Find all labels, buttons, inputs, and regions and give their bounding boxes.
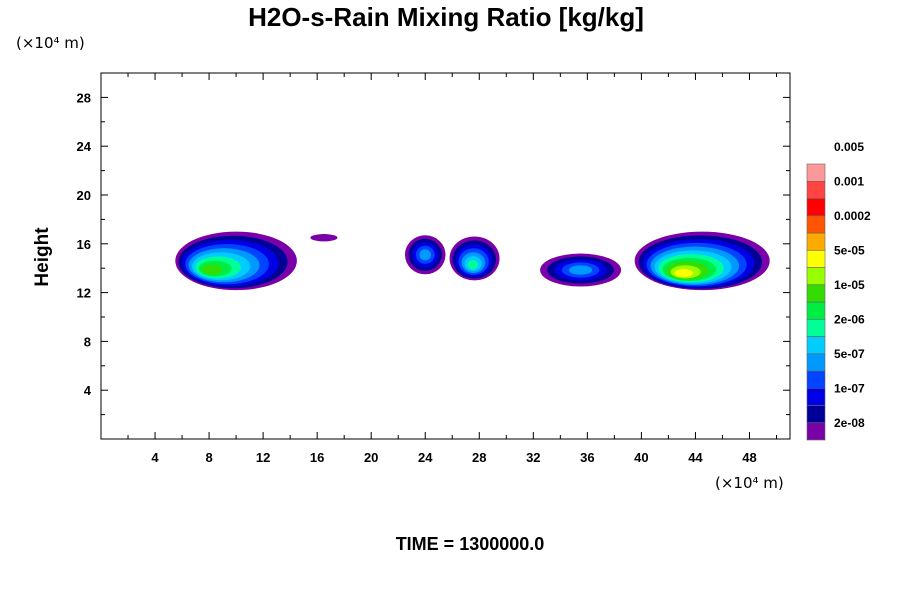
colorbar-swatch — [806, 163, 826, 182]
rain-cells — [175, 231, 770, 291]
colorbar-swatch — [806, 267, 826, 286]
rain-cell-2 — [310, 234, 338, 242]
rain-cell-4 — [467, 260, 479, 270]
x-tick-label: 12 — [256, 450, 270, 465]
x-tick-label: 40 — [634, 450, 648, 465]
y-tick-label: 20 — [77, 188, 91, 203]
rain-cell-5 — [569, 265, 593, 275]
colorbar-swatch — [806, 422, 826, 441]
colorbar: 2e-08 1e-07 5e-07 2e-06 1e-05 5e-05 0.0002 0.00… — [806, 140, 871, 441]
rain-cell-1 — [201, 264, 223, 275]
x-tick-label: 32 — [526, 450, 540, 465]
y-tick-label: 16 — [77, 237, 91, 252]
y-tick-label: 12 — [77, 286, 91, 301]
y-tick-label: 8 — [84, 334, 91, 349]
x-tick-label: 8 — [205, 450, 212, 465]
colorbar-swatch — [806, 405, 826, 424]
colorbar-label: 0.001 — [834, 174, 864, 188]
colorbar-label: 5e-07 — [834, 347, 865, 361]
y-axis-unit: (×10⁴ m) — [16, 34, 85, 52]
plot-frame — [100, 72, 791, 440]
y-axis-label: Height — [32, 227, 53, 287]
colorbar-swatch — [806, 284, 826, 303]
rain-cell-3 — [419, 249, 432, 261]
colorbar-swatch — [806, 318, 826, 337]
colorbar-swatch — [806, 215, 826, 234]
x-tick-label: 4 — [151, 450, 159, 465]
x-tick-label: 28 — [472, 450, 486, 465]
y-tick-label: 28 — [77, 90, 91, 105]
x-tick-label: 36 — [580, 450, 594, 465]
time-label: TIME = 1300000.0 — [396, 534, 545, 554]
colorbar-swatch — [806, 353, 826, 372]
colorbar-swatch — [806, 336, 826, 355]
x-tick-label: 44 — [688, 450, 703, 465]
colorbar-label: 0.005 — [834, 140, 864, 154]
colorbar-label: 0.0002 — [834, 209, 871, 223]
colorbar-swatch — [806, 301, 826, 320]
x-tick-label: 24 — [418, 450, 433, 465]
colorbar-swatch — [806, 249, 826, 268]
y-tick-label: 24 — [77, 139, 92, 154]
colorbar-swatch — [806, 370, 826, 389]
x-tick-label: 20 — [364, 450, 378, 465]
chart-title: H2O-s-Rain Mixing Ratio [kg/kg] — [248, 2, 644, 32]
x-axis-unit: (×10⁴ m) — [715, 474, 784, 492]
colorbar-swatch — [806, 180, 826, 199]
colorbar-swatch — [806, 198, 826, 217]
colorbar-label: 2e-08 — [834, 416, 865, 430]
colorbar-label: 1e-07 — [834, 381, 865, 395]
x-tick-label: 16 — [310, 450, 324, 465]
colorbar-swatch — [806, 232, 826, 251]
y-tick-label: 4 — [84, 383, 92, 398]
rain-cell-6 — [674, 269, 694, 278]
x-tick-label: 48 — [742, 450, 756, 465]
colorbar-label: 2e-06 — [834, 312, 865, 326]
colorbar-label: 1e-05 — [834, 278, 865, 292]
colorbar-label: 5e-05 — [834, 243, 865, 257]
colorbar-swatch — [806, 387, 826, 406]
